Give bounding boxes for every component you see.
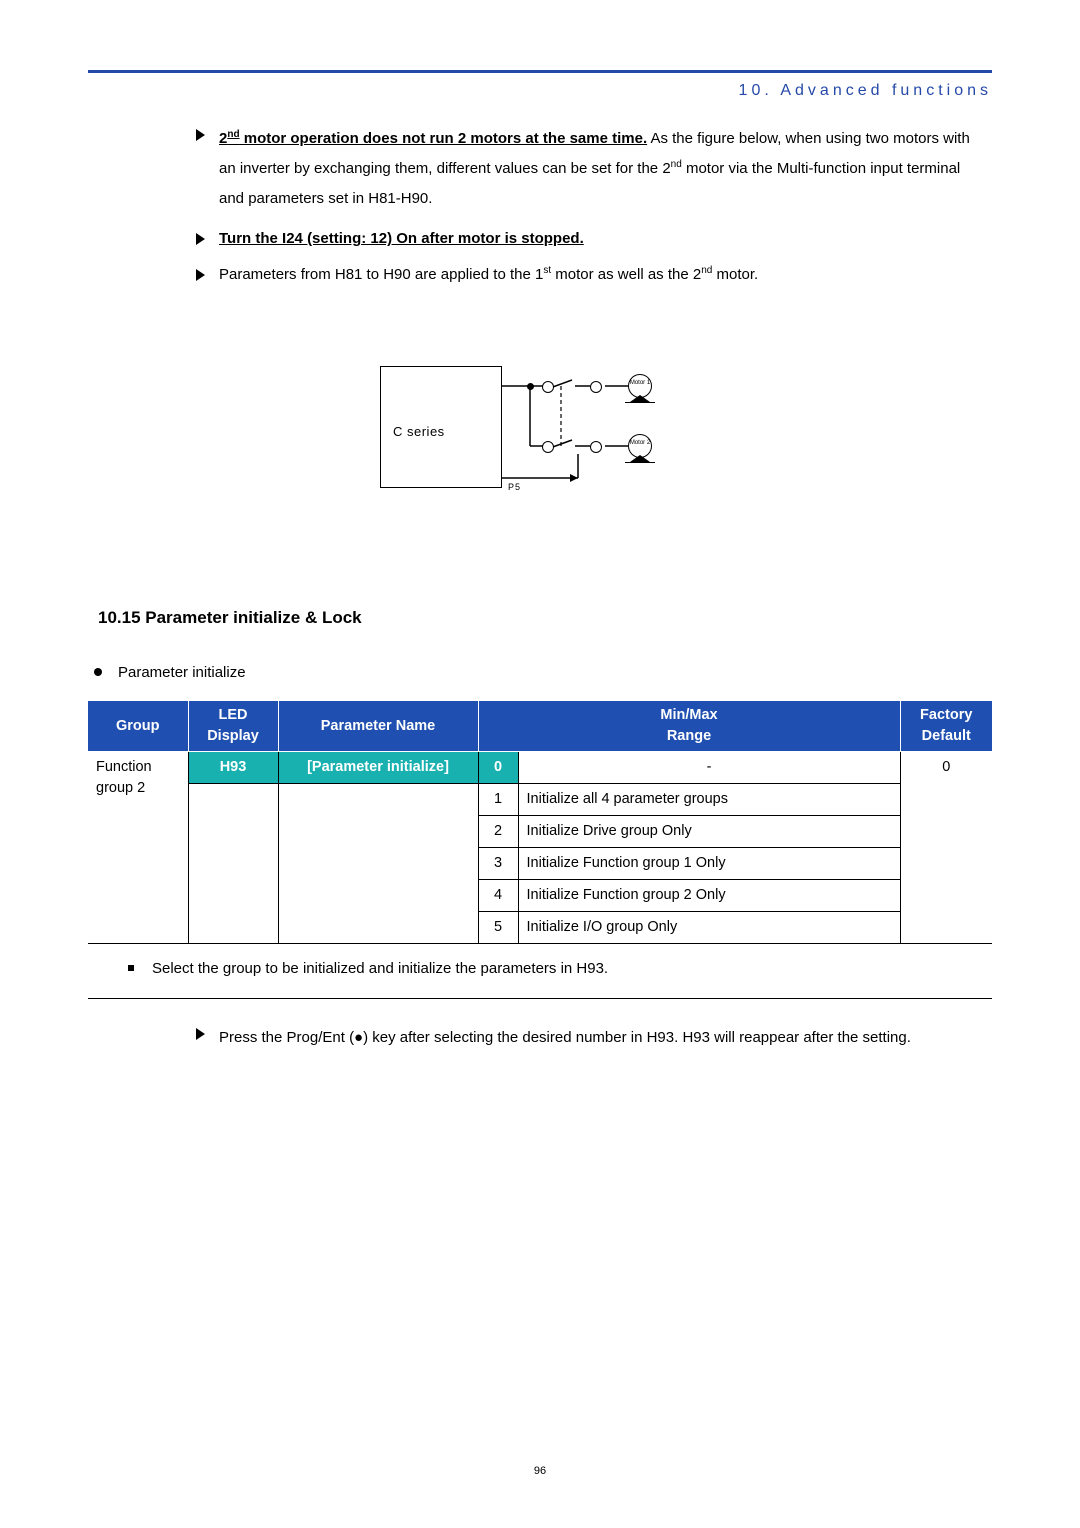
triangle-icon	[196, 129, 205, 141]
note-text: Select the group to be initialized and i…	[152, 958, 608, 980]
parameter-table: Group LEDDisplay Parameter Name Min/MaxR…	[88, 700, 992, 944]
switch-terminal	[590, 381, 602, 393]
cell-range-desc: Initialize I/O group Only	[518, 912, 900, 944]
cell-group: Function group 2	[88, 752, 188, 944]
document-page: 10. Advanced functions 2nd motor operati…	[0, 0, 1080, 1528]
dot-icon	[94, 668, 102, 676]
subheading-text: Parameter initialize	[118, 662, 246, 684]
th-group: Group	[88, 701, 188, 752]
switch-terminal	[542, 381, 554, 393]
bullet-progent-text: Press the Prog/Ent (●) key after selecti…	[219, 1023, 986, 1053]
table-row: Function group 2 H93 [Parameter initiali…	[88, 752, 992, 784]
post-divider-bullets: Press the Prog/Ent (●) key after selecti…	[196, 1023, 986, 1063]
motor-base	[630, 395, 650, 402]
th-range: Min/MaxRange	[478, 701, 900, 752]
page-number: 96	[0, 1464, 1080, 1480]
cell-default: 0	[900, 752, 992, 784]
intro-bullets: 2nd motor operation does not run 2 motor…	[196, 124, 986, 296]
th-default: FactoryDefault	[900, 701, 992, 752]
cell-range-desc: Initialize Function group 2 Only	[518, 880, 900, 912]
table-header-row: Group LEDDisplay Parameter Name Min/MaxR…	[88, 701, 992, 752]
cell-pname: [Parameter initialize]	[278, 752, 478, 784]
bullet-1-text: 2nd motor operation does not run 2 motor…	[219, 124, 986, 214]
th-led: LEDDisplay	[188, 701, 278, 752]
terminal-p5-label: P5	[508, 481, 521, 494]
table-row: 1 Initialize all 4 parameter groups	[88, 784, 992, 816]
triangle-icon	[196, 233, 205, 245]
bullet-1: 2nd motor operation does not run 2 motor…	[196, 124, 986, 224]
cell-range-desc: -	[518, 752, 900, 784]
cell-range-n: 2	[478, 816, 518, 848]
bullet-3-text: Parameters from H81 to H90 are applied t…	[219, 264, 986, 286]
square-icon	[128, 965, 134, 971]
triangle-icon	[196, 269, 205, 281]
note-row: Select the group to be initialized and i…	[128, 958, 992, 980]
inverter-box: C series	[380, 366, 502, 488]
inverter-label: C series	[393, 423, 445, 442]
cell-range-desc: Initialize Drive group Only	[518, 816, 900, 848]
wiring-diagram: C series Motor 1 Motor 2 P5	[88, 346, 992, 516]
motor-base-line	[625, 402, 655, 403]
th-param: Parameter Name	[278, 701, 478, 752]
cell-range-n: 5	[478, 912, 518, 944]
motor-base-line	[625, 462, 655, 463]
bullet-2: Turn the I24 (setting: 12) On after moto…	[196, 228, 986, 260]
bullet-3: Parameters from H81 to H90 are applied t…	[196, 264, 986, 296]
cell-range-n: 1	[478, 784, 518, 816]
cell-range-desc: Initialize all 4 parameter groups	[518, 784, 900, 816]
cell-range-n: 4	[478, 880, 518, 912]
cell-range-desc: Initialize Function group 1 Only	[518, 848, 900, 880]
junction-node	[527, 383, 534, 390]
section-heading: 10.15 Parameter initialize & Lock	[98, 606, 992, 631]
page-header: 10. Advanced functions	[88, 73, 992, 124]
triangle-icon	[196, 1028, 205, 1040]
bullet-progent: Press the Prog/Ent (●) key after selecti…	[196, 1023, 986, 1063]
cell-range-n: 0	[478, 752, 518, 784]
bullet-2-text: Turn the I24 (setting: 12) On after moto…	[219, 228, 986, 250]
switch-terminal	[590, 441, 602, 453]
cell-range-n: 3	[478, 848, 518, 880]
subheading-row: Parameter initialize	[94, 662, 992, 684]
section-divider	[88, 998, 992, 999]
motor-base	[630, 455, 650, 462]
cell-led: H93	[188, 752, 278, 784]
switch-terminal	[542, 441, 554, 453]
